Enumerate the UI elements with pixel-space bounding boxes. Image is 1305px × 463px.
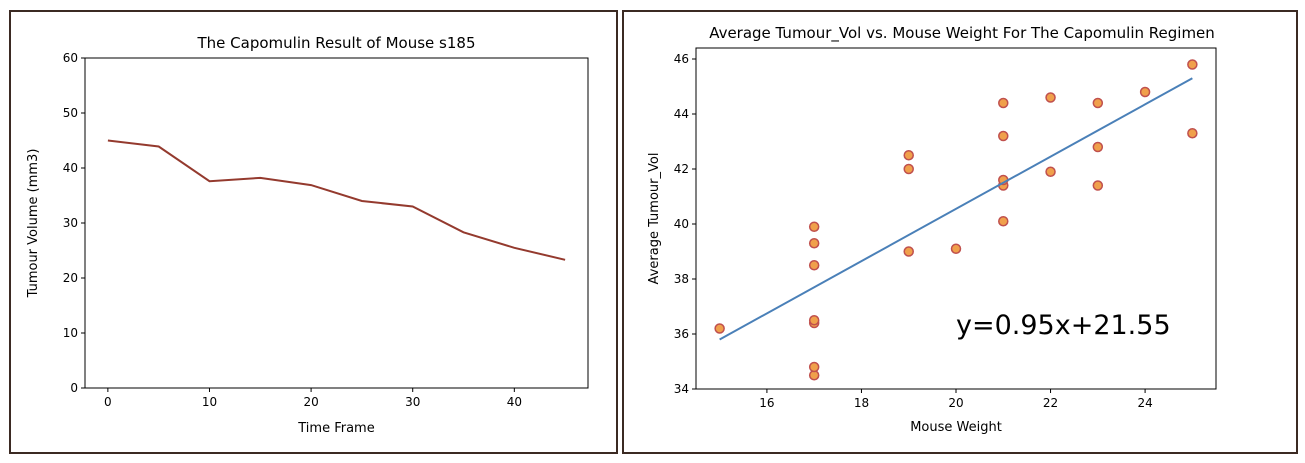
data-point <box>1092 97 1104 109</box>
line-chart-panel: 0 10 20 30 40 0 10 20 30 40 50 60 The Capomulin Resu… <box>9 10 618 454</box>
data-point <box>714 323 725 334</box>
y-tick-label: 38 <box>674 272 689 286</box>
x-tick-label: 24 <box>1137 396 1152 410</box>
y-axis-label: Tumour Volume (mm3) <box>26 149 41 299</box>
data-point <box>808 221 820 232</box>
y-axis-label: Average Tumour_Vol <box>647 153 662 285</box>
scatter-chart: 16 18 20 22 24 34 36 38 40 42 44 46 Average Tumour_V… <box>647 24 1217 435</box>
data-point <box>1045 166 1056 177</box>
x-tick-label: 22 <box>1043 396 1058 410</box>
series-line <box>107 139 566 261</box>
data-point <box>1139 86 1151 98</box>
data-point <box>903 150 914 161</box>
data-point <box>808 315 820 326</box>
scatter-chart-panel: 16 18 20 22 24 34 36 38 40 42 44 46 Average Tumour_V… <box>622 10 1298 454</box>
y-tick-label: 46 <box>674 52 689 66</box>
data-point <box>1187 59 1198 70</box>
x-tick-label: 30 <box>405 395 420 409</box>
data-point <box>998 97 1009 109</box>
data-point <box>950 243 962 254</box>
data-point <box>998 216 1009 227</box>
data-point <box>808 260 820 271</box>
chart-title: Average Tumour_Vol vs. Mouse Weight For … <box>709 24 1215 43</box>
data-point <box>808 238 820 249</box>
y-tick-label: 42 <box>674 162 689 176</box>
regression-equation: y=0.95x+21.55 <box>956 310 1171 341</box>
y-tick-label: 0 <box>70 381 78 395</box>
chart-title: The Capomulin Result of Mouse s185 <box>197 34 476 52</box>
regression-line <box>719 77 1193 341</box>
line-chart: 0 10 20 30 40 0 10 20 30 40 50 60 The Capomulin Resu… <box>26 34 589 436</box>
x-tick-label: 20 <box>948 396 963 410</box>
data-point <box>1045 92 1056 103</box>
y-tick-label: 50 <box>63 106 78 120</box>
y-tick-label: 40 <box>63 161 78 175</box>
y-tick-label: 36 <box>674 327 689 341</box>
data-point <box>903 163 914 175</box>
y-tick-label: 60 <box>63 51 78 65</box>
data-point <box>1187 128 1198 139</box>
y-tick-label: 30 <box>63 216 78 230</box>
x-tick-label: 10 <box>202 395 217 409</box>
x-axis-label: Time Frame <box>297 421 374 436</box>
x-axis-label: Mouse Weight <box>910 420 1002 435</box>
y-tick-label: 34 <box>674 382 689 396</box>
x-tick-label: 40 <box>507 395 522 409</box>
y-tick-label: 20 <box>63 271 78 285</box>
x-tick-label: 16 <box>759 396 774 410</box>
data-point <box>808 361 820 373</box>
y-tick-label: 10 <box>63 326 78 340</box>
x-tick-label: 20 <box>303 395 318 409</box>
x-tick-label: 0 <box>104 395 112 409</box>
data-point <box>1092 180 1104 191</box>
data-point <box>903 246 914 257</box>
x-tick-label: 18 <box>854 396 869 410</box>
data-point <box>998 130 1009 142</box>
data-point <box>1092 141 1104 153</box>
plot-frame <box>84 57 589 389</box>
y-tick-label: 40 <box>674 217 689 231</box>
y-tick-label: 44 <box>674 107 689 121</box>
